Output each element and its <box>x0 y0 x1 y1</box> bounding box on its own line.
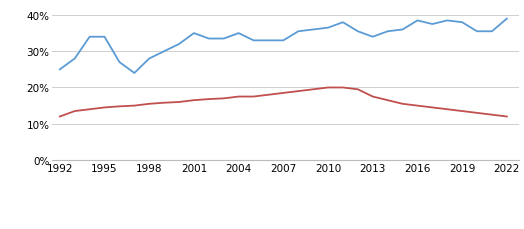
(OK) State Average <box>459 110 465 113</box>
(OK) State Average <box>310 89 316 91</box>
Line: Checotah High School: Checotah High School <box>60 19 507 74</box>
Checotah High School <box>191 33 197 35</box>
(OK) State Average <box>489 114 495 117</box>
(OK) State Average <box>57 116 63 118</box>
(OK) State Average <box>385 99 391 102</box>
(OK) State Average <box>355 89 361 91</box>
(OK) State Average <box>72 110 78 113</box>
(OK) State Average <box>235 96 242 98</box>
(OK) State Average <box>280 92 287 95</box>
(OK) State Average <box>504 116 510 118</box>
Checotah High School <box>102 36 108 39</box>
Checotah High School <box>489 31 495 33</box>
(OK) State Average <box>399 103 406 106</box>
(OK) State Average <box>102 106 108 109</box>
(OK) State Average <box>325 87 331 90</box>
Checotah High School <box>265 40 271 43</box>
(OK) State Average <box>444 108 451 111</box>
(OK) State Average <box>414 105 421 108</box>
(OK) State Average <box>146 103 152 106</box>
(OK) State Average <box>474 112 480 115</box>
Checotah High School <box>161 51 167 53</box>
Checotah High School <box>340 22 346 25</box>
Checotah High School <box>474 31 480 33</box>
Checotah High School <box>235 33 242 35</box>
Checotah High School <box>221 38 227 41</box>
(OK) State Average <box>176 101 182 104</box>
(OK) State Average <box>86 108 93 111</box>
Legend: Checotah High School, (OK) State Average: Checotah High School, (OK) State Average <box>144 224 428 229</box>
Checotah High School <box>131 72 137 75</box>
Checotah High School <box>429 24 435 26</box>
Checotah High School <box>355 31 361 33</box>
(OK) State Average <box>161 102 167 105</box>
Checotah High School <box>385 31 391 33</box>
Checotah High School <box>57 69 63 71</box>
Checotah High School <box>504 18 510 21</box>
(OK) State Average <box>250 96 257 98</box>
(OK) State Average <box>295 90 301 93</box>
Checotah High School <box>444 20 451 23</box>
Checotah High School <box>325 27 331 30</box>
(OK) State Average <box>191 99 197 102</box>
(OK) State Average <box>340 87 346 90</box>
(OK) State Average <box>265 94 271 97</box>
Line: (OK) State Average: (OK) State Average <box>60 88 507 117</box>
Checotah High School <box>86 36 93 39</box>
Checotah High School <box>176 44 182 46</box>
Checotah High School <box>459 22 465 25</box>
Checotah High School <box>295 31 301 33</box>
(OK) State Average <box>116 106 123 108</box>
(OK) State Average <box>429 106 435 109</box>
Checotah High School <box>310 29 316 32</box>
Checotah High School <box>414 20 421 23</box>
Checotah High School <box>250 40 257 43</box>
Checotah High School <box>146 58 152 61</box>
(OK) State Average <box>131 105 137 108</box>
Checotah High School <box>206 38 212 41</box>
(OK) State Average <box>206 98 212 101</box>
(OK) State Average <box>369 96 376 98</box>
Checotah High School <box>399 29 406 32</box>
Checotah High School <box>72 58 78 61</box>
Checotah High School <box>116 61 123 64</box>
Checotah High School <box>369 36 376 39</box>
Checotah High School <box>280 40 287 43</box>
(OK) State Average <box>221 98 227 100</box>
